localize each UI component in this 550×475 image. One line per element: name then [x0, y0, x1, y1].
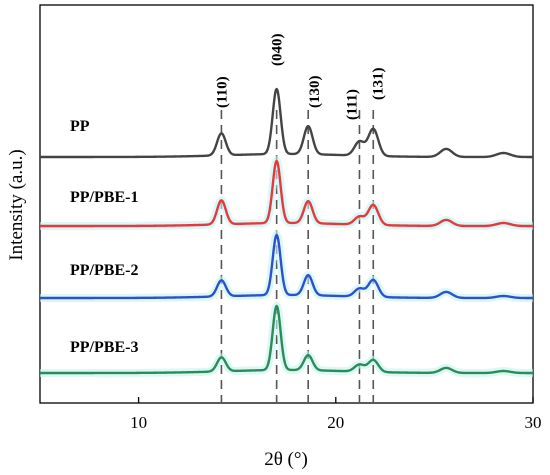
- peak-label-110: (110): [214, 76, 230, 108]
- peak-label-130: (130): [307, 76, 323, 109]
- peak-label-111: (111): [344, 89, 360, 120]
- series-line-pp-pbe-2: [39, 233, 534, 300]
- x-tick-label: 10: [130, 413, 147, 432]
- plot-frame: [39, 4, 534, 404]
- series-line-pp-pbe-1: [39, 159, 534, 228]
- peak-label-131: (131): [370, 68, 386, 101]
- series-label-pp: PP: [70, 118, 90, 135]
- series-labels: PP PP/PBE-1 PP/PBE-2 PP/PBE-3: [70, 118, 138, 356]
- x-axis-title: 2θ (°): [264, 449, 308, 470]
- series-curves: [39, 87, 534, 377]
- series-label-pp-pbe-2: PP/PBE-2: [70, 262, 138, 279]
- peak-label-040: (040): [270, 34, 286, 67]
- series-label-pp-pbe-1: PP/PBE-1: [70, 189, 138, 206]
- series-line-pp-pbe-3: [39, 304, 534, 375]
- series-label-pp-pbe-3: PP/PBE-3: [70, 339, 138, 356]
- x-tick-label: 30: [525, 413, 542, 432]
- x-axis-ticks: 10 20 30: [130, 397, 542, 432]
- peak-labels: (110) (040) (130) (111) (131): [214, 34, 386, 121]
- y-axis-title: Intensity (a.u.): [6, 149, 27, 260]
- x-tick-label: 20: [327, 413, 344, 432]
- series-line-pp: [39, 87, 534, 159]
